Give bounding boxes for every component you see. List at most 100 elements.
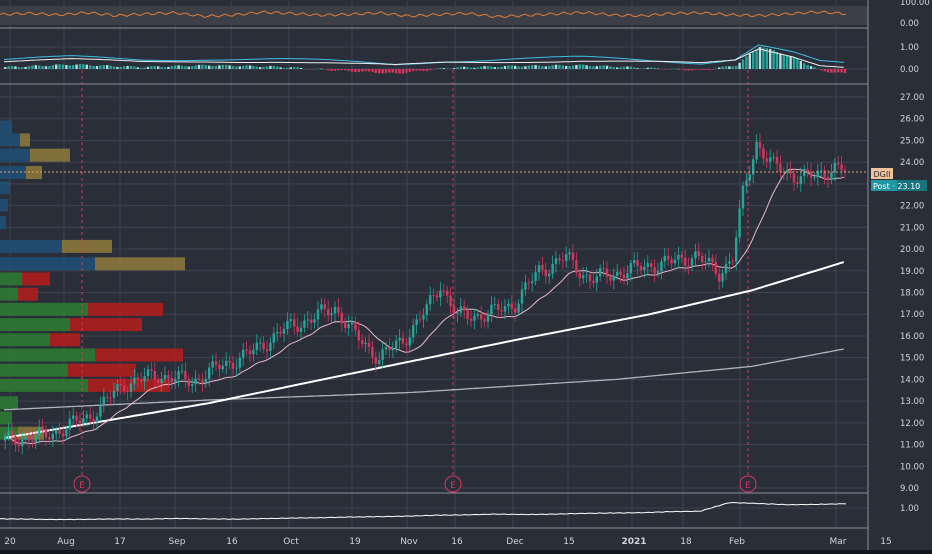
candle-body[interactable] [745,180,748,186]
candle-body[interactable] [565,254,568,261]
candle-body[interactable] [466,310,469,319]
candle-body[interactable] [405,343,408,346]
candle-body[interactable] [180,370,184,372]
candle-body[interactable] [58,430,61,434]
candle-body[interactable] [673,259,677,264]
candle-body[interactable] [476,314,479,316]
candle-body[interactable] [653,267,656,274]
candle-body[interactable] [707,257,711,262]
candle-body[interactable] [534,272,537,282]
candle-body[interactable] [422,315,425,320]
candle-body[interactable] [786,169,789,173]
candle-body[interactable] [514,308,517,313]
candle-body[interactable] [592,280,595,283]
candle-body[interactable] [65,429,68,437]
candle-body[interactable] [293,319,296,327]
candle-body[interactable] [82,418,85,424]
candle-body[interactable] [109,397,112,399]
candle-body[interactable] [463,306,466,311]
candle-body[interactable] [435,295,439,298]
candle-body[interactable] [61,433,65,437]
candle-body[interactable] [765,158,768,162]
candle-body[interactable] [452,306,456,314]
candle-body[interactable] [208,367,211,379]
candle-body[interactable] [41,427,44,430]
candle-body[interactable] [48,437,51,440]
candle-body[interactable] [68,418,71,430]
candle-body[interactable] [789,169,792,174]
candle-body[interactable] [520,289,524,304]
candle-body[interactable] [116,383,119,391]
candle-body[interactable] [469,318,473,321]
candle-body[interactable] [568,252,571,255]
candle-body[interactable] [718,273,721,282]
candle-body[interactable] [701,255,704,263]
earnings-icon[interactable] [739,475,757,493]
candle-body[interactable] [320,304,323,310]
macd-pane[interactable] [3,44,847,74]
candle-body[interactable] [361,340,364,344]
candle-body[interactable] [306,319,309,321]
candle-body[interactable] [187,379,190,387]
candle-body[interactable] [218,364,221,370]
candle-body[interactable] [643,266,646,271]
candle-body[interactable] [350,322,354,325]
candle-body[interactable] [527,282,530,284]
candle-body[interactable] [78,420,82,424]
candle-body[interactable] [34,435,37,443]
candle-body[interactable] [697,251,700,256]
candle-body[interactable] [833,162,836,173]
candle-body[interactable] [497,303,500,310]
candle-body[interactable] [636,260,639,266]
candle-body[interactable] [316,309,320,320]
candle-body[interactable] [809,171,813,178]
candle-body[interactable] [633,260,636,264]
candle-body[interactable] [129,383,133,392]
candle-body[interactable] [55,430,58,434]
candle-body[interactable] [323,304,326,310]
candle-body[interactable] [99,404,102,417]
candle-body[interactable] [384,347,388,350]
candle-body[interactable] [211,361,214,368]
candle-body[interactable] [371,346,374,358]
candle-body[interactable] [191,384,194,387]
candle-body[interactable] [170,378,173,383]
candle-body[interactable] [269,342,272,351]
candle-body[interactable] [262,342,265,350]
candle-body[interactable] [344,323,347,329]
candle-body[interactable] [609,276,612,281]
candle-body[interactable] [667,255,670,260]
candle-body[interactable] [401,337,405,344]
candle-body[interactable] [248,350,252,355]
candle-body[interactable] [738,208,741,238]
candle-body[interactable] [167,374,170,379]
candle-body[interactable] [347,324,350,329]
candle-body[interactable] [255,342,258,350]
candle-body[interactable] [44,429,48,438]
candle-body[interactable] [259,342,262,344]
candle-body[interactable] [221,366,224,370]
candle-body[interactable] [595,276,598,283]
candle-body[interactable] [10,430,14,436]
candle-body[interactable] [231,362,235,369]
candle-body[interactable] [85,414,88,419]
candle-body[interactable] [174,378,177,383]
candle-body[interactable] [299,327,303,332]
candle-body[interactable] [112,390,116,398]
candle-body[interactable] [163,374,167,379]
candle-body[interactable] [92,418,95,423]
candle-body[interactable] [238,357,241,368]
candle-body[interactable] [619,271,622,275]
candle-body[interactable] [599,268,602,277]
candle-body[interactable] [813,177,816,179]
candle-body[interactable] [755,141,758,160]
candle-body[interactable] [680,254,683,258]
candle-body[interactable] [177,371,180,379]
candle-body[interactable] [395,340,398,349]
candle-body[interactable] [330,313,333,316]
candle-body[interactable] [310,319,313,323]
candle-body[interactable] [157,379,160,384]
candle-body[interactable] [571,252,575,261]
candle-body[interactable] [357,330,360,341]
candle-body[interactable] [225,360,228,367]
